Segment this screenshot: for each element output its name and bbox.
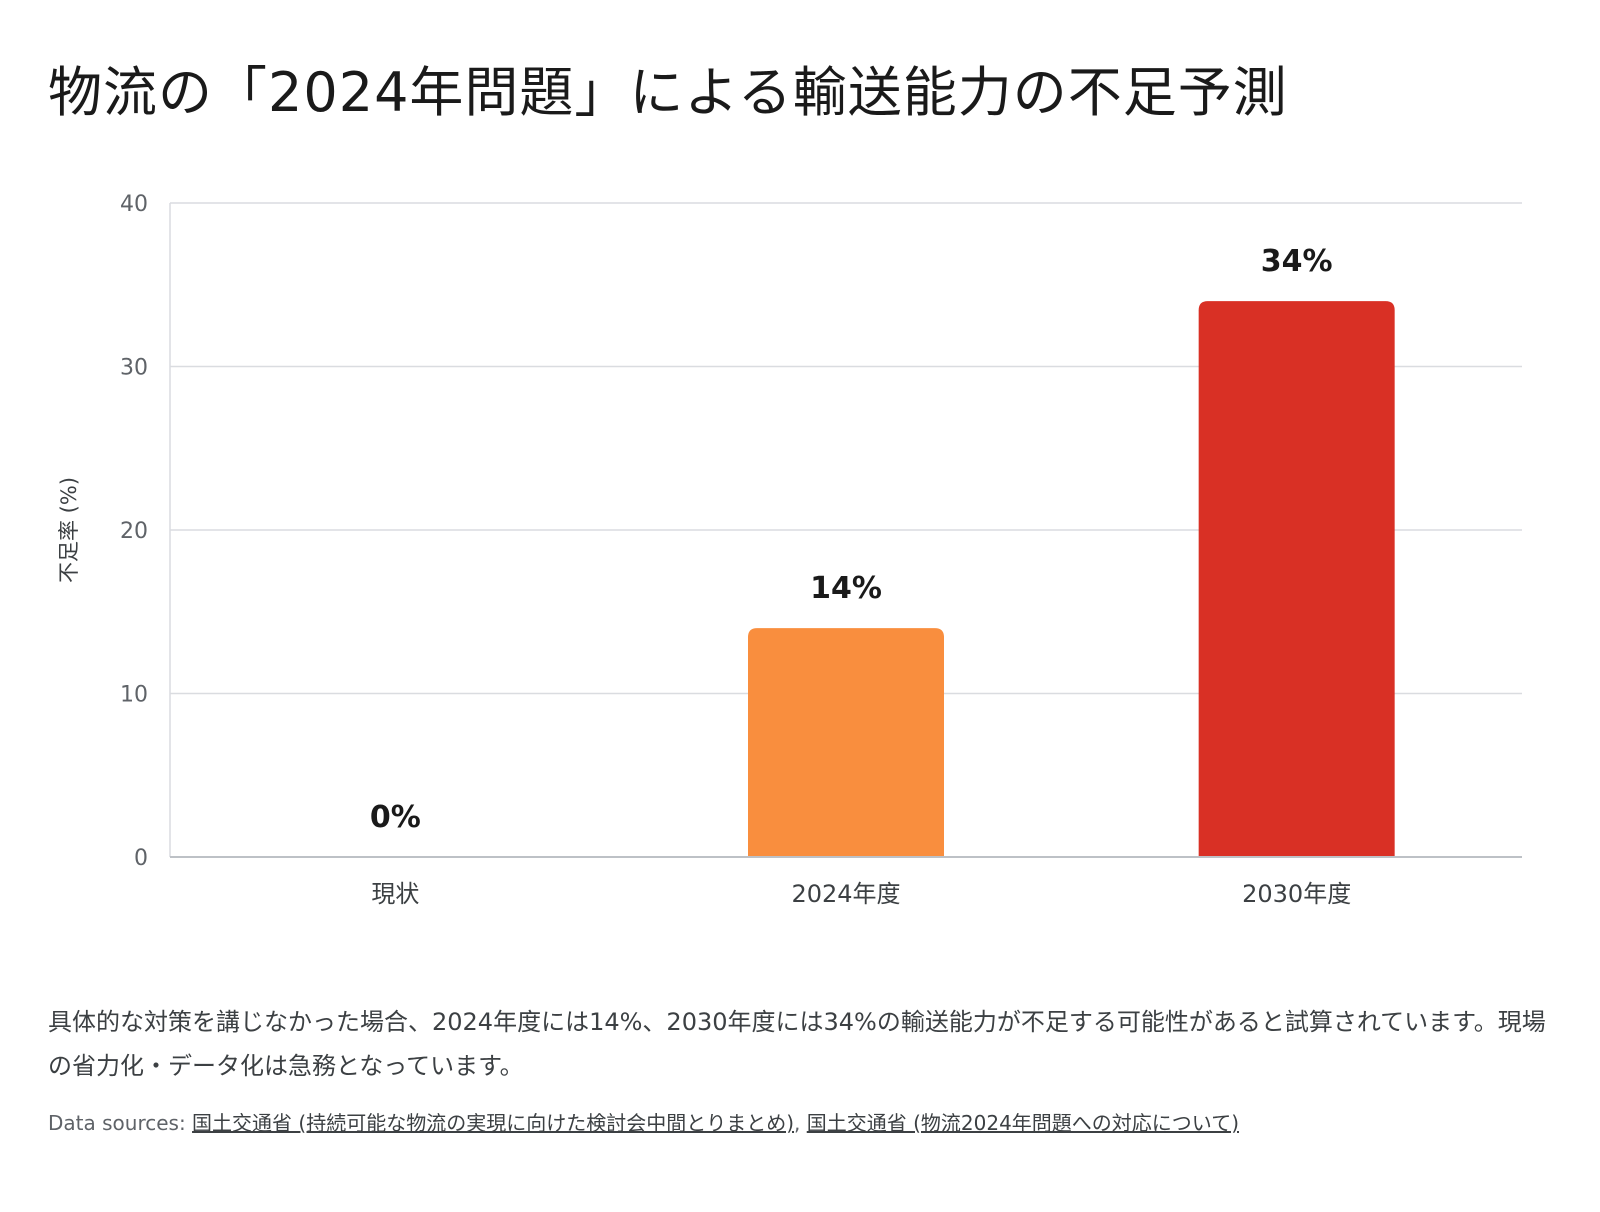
y-tick-label-30: 30 xyxy=(120,356,148,381)
y-tick-label-0: 0 xyxy=(134,846,148,871)
bar-chart: 0 10 20 30 40 不足率 (%) 0% 現状 14% 2024年度 34% 2030年度 xyxy=(57,192,1522,908)
y-axis-title: 不足率 (%) xyxy=(57,477,81,583)
x-tick-label-2: 2030年度 xyxy=(1242,880,1351,908)
bar-2 xyxy=(1198,301,1395,858)
chart-description: 具体的な対策を講じなかった場合、2024年度には14%、2030年度には34%の… xyxy=(48,1008,1546,1080)
sources-separator: , xyxy=(794,1111,801,1135)
bar-1 xyxy=(748,628,944,857)
x-tick-label-1: 2024年度 xyxy=(791,880,900,908)
y-tick-label-10: 10 xyxy=(120,683,148,708)
data-label-0: 0% xyxy=(370,800,421,835)
data-sources: Data sources: 国土交通省 (持続可能な物流の実現に向けた検討会中間… xyxy=(48,1108,1558,1138)
source-link-2[interactable]: 国土交通省 (物流2024年問題への対応について) xyxy=(806,1111,1239,1135)
y-tick-label-20: 20 xyxy=(120,519,148,544)
y-tick-label-40: 40 xyxy=(120,192,148,217)
data-label-1: 14% xyxy=(810,571,882,606)
chart-area: 0 10 20 30 40 不足率 (%) 0% 現状 14% 2024年度 34% 2030年度 xyxy=(57,192,1522,908)
source-link-1[interactable]: 国土交通省 (持続可能な物流の実現に向けた検討会中間とりまとめ) xyxy=(192,1111,795,1135)
chart-title: 物流の「2024年問題」による輸送能力の不足予測 xyxy=(48,61,1288,124)
sources-label: Data sources: xyxy=(48,1111,186,1135)
x-tick-label-0: 現状 xyxy=(371,880,419,908)
data-label-2: 34% xyxy=(1261,244,1333,279)
